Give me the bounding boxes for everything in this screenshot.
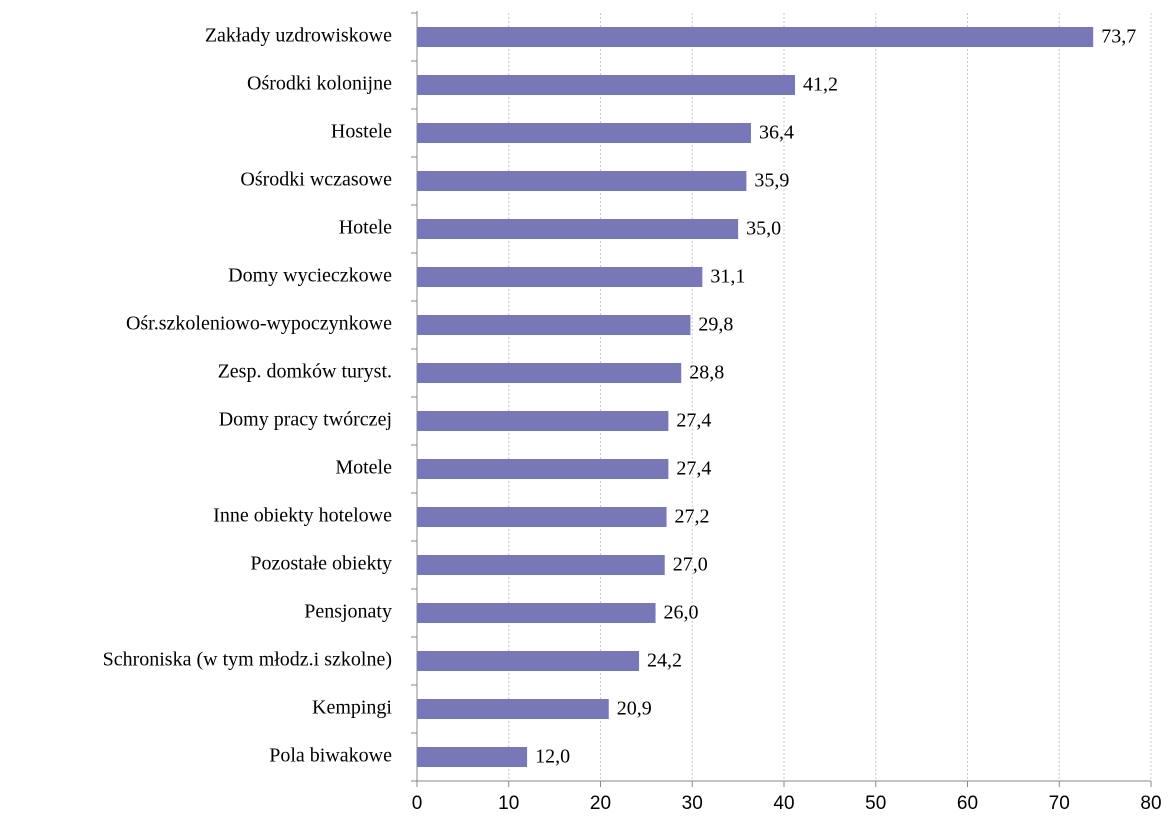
- y-tick-label: Zesp. domków turyst.: [218, 361, 392, 383]
- x-tick-label: 60: [957, 793, 978, 814]
- value-label: 73,7: [1101, 26, 1136, 48]
- value-label: 28,8: [689, 362, 724, 384]
- bar: [417, 699, 609, 719]
- y-tick-label: Zakłady uzdrowiskowe: [205, 25, 392, 47]
- y-tick-label: Pola biwakowe: [269, 745, 392, 767]
- y-tick-label: Ośr.szkoleniowo-wypoczynkowe: [126, 313, 392, 335]
- x-tick-label: 80: [1140, 793, 1161, 814]
- y-tick-label: Ośrodki kolonijne: [247, 73, 392, 95]
- value-label: 27,4: [676, 410, 711, 432]
- bar: [417, 171, 747, 191]
- bar: [417, 123, 751, 143]
- y-tick-label: Hostele: [331, 121, 392, 143]
- y-tick-label: Pensjonaty: [304, 601, 392, 623]
- value-label: 27,4: [676, 458, 711, 480]
- value-label: 12,0: [535, 746, 570, 768]
- value-label: 24,2: [647, 650, 682, 672]
- bar: [417, 315, 691, 335]
- value-label: 29,8: [698, 314, 733, 336]
- value-label: 26,0: [664, 602, 699, 624]
- y-tick-label: Motele: [335, 457, 392, 479]
- x-tick-label: 0: [412, 793, 423, 814]
- value-label: 20,9: [617, 698, 652, 720]
- bar: [417, 219, 739, 239]
- y-tick-label: Pozostałe obiekty: [250, 553, 392, 575]
- y-tick-label: Kempingi: [312, 697, 392, 719]
- x-tick-label: 20: [590, 793, 611, 814]
- bar: [417, 747, 528, 767]
- value-label: 27,2: [675, 506, 710, 528]
- y-tick-label: Inne obiekty hotelowe: [213, 505, 392, 527]
- value-label: 35,0: [746, 218, 781, 240]
- y-tick-label: Hotele: [339, 217, 392, 239]
- bar: [417, 75, 796, 95]
- x-tick-label: 30: [682, 793, 703, 814]
- value-label: 35,9: [754, 170, 789, 192]
- value-label: 36,4: [759, 122, 794, 144]
- x-tick-label: 10: [498, 793, 519, 814]
- bar: [417, 363, 682, 383]
- bar: [417, 507, 667, 527]
- value-label: 31,1: [710, 266, 745, 288]
- value-label: 27,0: [673, 554, 708, 576]
- bar: [417, 459, 669, 479]
- bar: [417, 603, 656, 623]
- y-tick-label: Ośrodki wczasowe: [240, 169, 392, 191]
- bar: [417, 267, 703, 287]
- y-tick-label: Schroniska (w tym młodz.i szkolne): [103, 649, 392, 671]
- x-tick-label: 70: [1049, 793, 1070, 814]
- y-tick-label: Domy pracy twórczej: [219, 409, 392, 431]
- value-label: 41,2: [803, 74, 838, 96]
- x-tick-label: 40: [773, 793, 794, 814]
- bar: [417, 411, 669, 431]
- bar: [417, 651, 640, 671]
- bar: [417, 27, 1094, 47]
- bar: [417, 555, 665, 575]
- y-tick-label: Domy wycieczkowe: [228, 265, 392, 287]
- x-tick-label: 50: [865, 793, 886, 814]
